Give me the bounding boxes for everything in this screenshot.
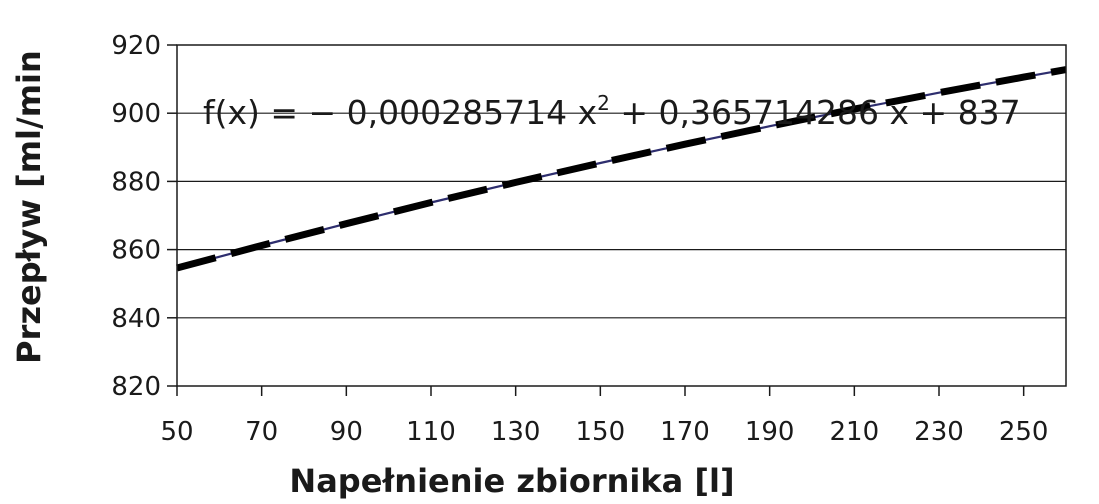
plot-area bbox=[177, 45, 1066, 386]
y-tick-label-840: 840 bbox=[111, 304, 161, 334]
x-tick-label-190: 190 bbox=[745, 417, 795, 447]
y-tick-label-880: 880 bbox=[111, 167, 161, 197]
x-tick-label-130: 130 bbox=[491, 417, 541, 447]
equation-suffix: + 0,365714286 x + 837 bbox=[610, 93, 1021, 132]
y-tick-label-860: 860 bbox=[111, 236, 161, 266]
x-tick-label-50: 50 bbox=[160, 417, 193, 447]
y-axis-title: Przepływ [ml/min bbox=[10, 50, 48, 364]
x-axis-title: Napełnienie zbiornika [l] bbox=[289, 462, 734, 500]
x-axis-ticks: 50 70 90 110 130 150 170 190 210 230 250 bbox=[160, 386, 1048, 447]
x-tick-label-250: 250 bbox=[999, 417, 1049, 447]
x-tick-label-110: 110 bbox=[406, 417, 456, 447]
series-group bbox=[176, 66, 1067, 272]
x-tick-label-70: 70 bbox=[245, 417, 278, 447]
y-tick-label-920: 920 bbox=[111, 31, 161, 61]
x-tick-label-150: 150 bbox=[576, 417, 626, 447]
grid-lines bbox=[177, 112, 1066, 319]
x-tick-label-210: 210 bbox=[830, 417, 880, 447]
y-tick-label-820: 820 bbox=[111, 372, 161, 402]
x-tick-label-230: 230 bbox=[914, 417, 964, 447]
equation-exponent: 2 bbox=[597, 91, 610, 115]
plot-frame bbox=[176, 44, 1067, 387]
y-tick-label-900: 900 bbox=[111, 99, 161, 129]
x-tick-label-90: 90 bbox=[330, 417, 363, 447]
y-axis-ticks: 820 840 860 880 900 920 bbox=[111, 31, 177, 402]
x-tick-label-170: 170 bbox=[660, 417, 710, 447]
equation-prefix: f(x) = − 0,000285714 x bbox=[203, 93, 597, 132]
series-line-dashed bbox=[176, 66, 1067, 272]
trendline-equation: f(x) = − 0,000285714 x2 + 0,365714286 x … bbox=[203, 91, 1021, 132]
